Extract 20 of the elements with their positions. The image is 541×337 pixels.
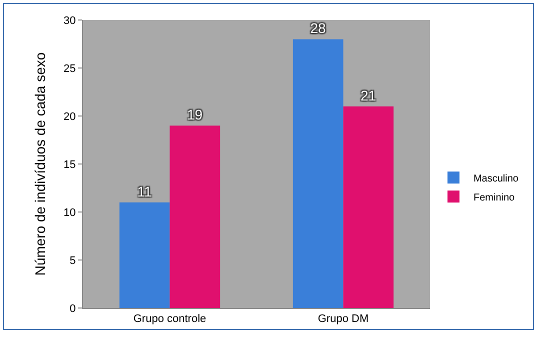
data-label: 19 bbox=[187, 106, 203, 123]
bar bbox=[343, 106, 394, 308]
y-tick-label: 25 bbox=[64, 62, 76, 75]
data-label: 21 bbox=[360, 87, 376, 104]
x-tick-label: Grupo DM bbox=[318, 313, 369, 326]
y-tick-label: 5 bbox=[70, 254, 76, 267]
data-label: 11 bbox=[137, 183, 152, 200]
bar bbox=[119, 202, 170, 308]
bar bbox=[170, 126, 220, 308]
y-tick-label: 30 bbox=[64, 14, 76, 27]
data-label: 28 bbox=[310, 20, 326, 36]
y-tick-label: 20 bbox=[64, 110, 76, 123]
y-tick-label: 15 bbox=[64, 158, 76, 171]
y-tick-label: 0 bbox=[70, 302, 76, 315]
y-axis-title: Número de indivíduos de cada sexo bbox=[32, 52, 48, 276]
y-tick-label: 10 bbox=[64, 206, 76, 219]
bar bbox=[292, 39, 344, 308]
legend-label: Feminino bbox=[473, 192, 516, 204]
x-tick-label: Grupo controle bbox=[133, 313, 206, 326]
legend-label: Masculino bbox=[473, 173, 519, 184]
